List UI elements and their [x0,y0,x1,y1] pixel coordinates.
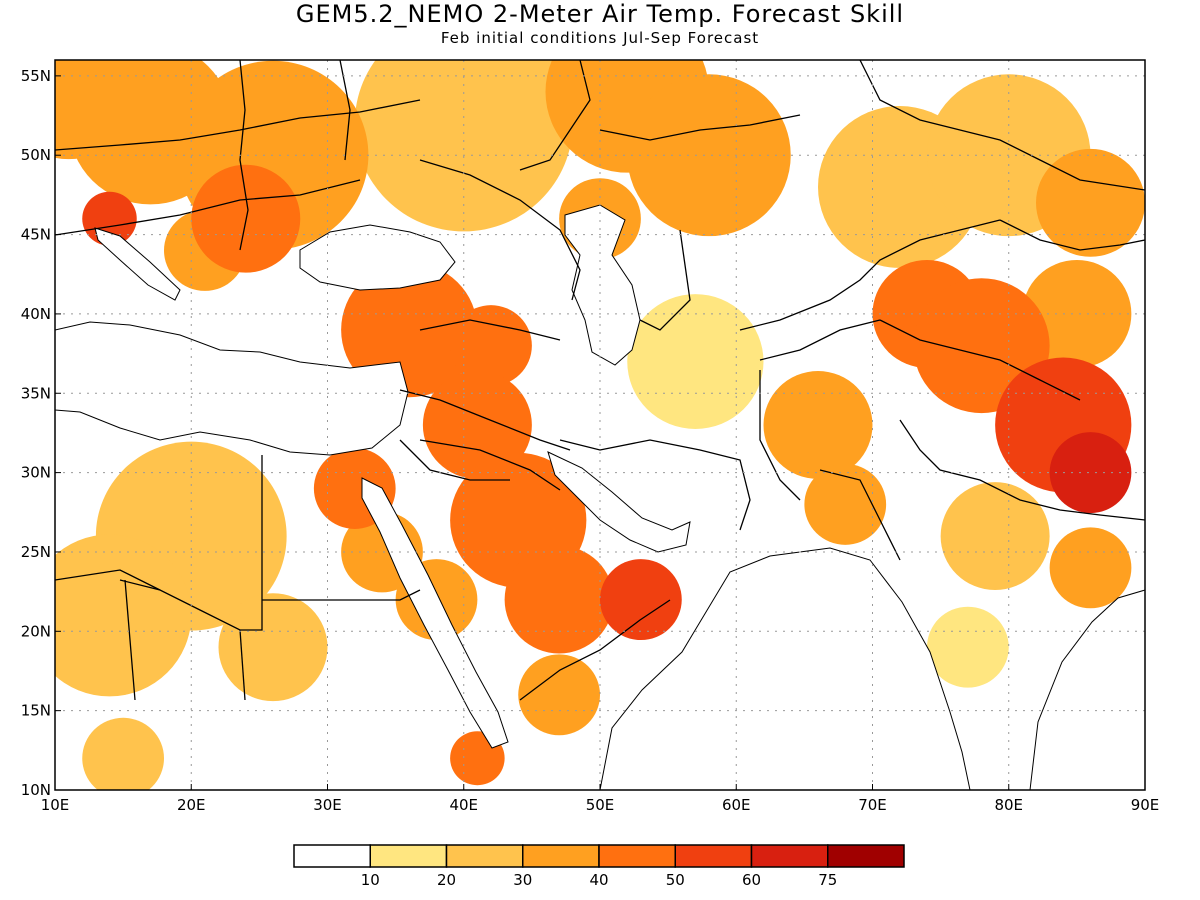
skill-region [600,559,682,641]
skill-region [341,262,478,398]
colorbar-swatch [827,844,905,868]
y-tick-label: 40N [21,305,51,323]
colorbar-swatch [293,844,371,868]
map-title: GEM5.2_NEMO 2-Meter Air Temp. Forecast S… [295,0,905,28]
arabian-sea [599,547,971,790]
x-tick-label: 90E [1131,796,1160,814]
skill-region [218,593,328,702]
caspian-sea [564,204,641,366]
skill-region [450,305,532,387]
colorbar-label: 20 [437,871,456,889]
skill-region [627,74,791,237]
colorbar-label: 75 [818,871,837,889]
skill-region [504,545,614,654]
axis-ticks: 10E 20E 30E 40E 50E 60E 70E 80E 90E 10N 15N 20N 25N 3… [21,67,1160,814]
x-tick-label: 50E [586,796,615,814]
x-tick-label: 10E [41,796,70,814]
red-sea [361,477,509,749]
skill-region [354,60,573,232]
colorbar: 10 20 30 40 50 60 75 [293,844,905,889]
y-tick-label: 35N [21,384,51,402]
skill-region [1049,432,1132,514]
skill-region [763,371,873,479]
skill-region [940,482,1050,591]
skill-shading [55,60,1145,790]
mediterranean-sea [55,321,409,456]
skill-region [1022,259,1132,368]
skill-region [804,463,887,545]
x-tick-label: 70E [858,796,887,814]
y-tick-label: 25N [21,543,51,561]
colorbar-swatch [674,844,753,868]
colorbar-label: 60 [742,871,761,889]
colorbar-label: 40 [589,871,608,889]
skill-region [1049,527,1132,609]
adriatic-sea [94,227,181,301]
y-tick-label: 30N [21,464,51,482]
y-tick-label: 45N [21,226,51,244]
colorbar-swatch [750,844,829,868]
y-tick-label: 15N [21,702,51,720]
y-tick-label: 20N [21,622,51,640]
sea-masks [55,204,1145,790]
x-tick-label: 30E [313,796,342,814]
skill-region [1036,148,1145,257]
persian-gulf [547,451,691,553]
colorbar-label: 10 [361,871,380,889]
colorbar-swatch [598,844,676,868]
y-tick-label: 10N [21,781,51,799]
x-tick-label: 20E [177,796,206,814]
colorbar-swatch [522,844,600,868]
country-borders [55,60,1145,701]
map-subtitle: Feb initial conditions Jul-Sep Forecast [440,29,760,47]
skill-region [518,654,600,736]
black-sea [299,224,456,291]
x-tick-label: 60E [722,796,751,814]
x-tick-label: 80E [994,796,1023,814]
colorbar-label: 30 [513,871,532,889]
y-tick-label: 55N [21,67,51,85]
y-tick-label: 50N [21,146,51,164]
lat-lon-grid [55,60,1145,790]
colorbar-swatch [445,844,524,868]
bay-of-bengal [1029,589,1145,790]
skill-region [927,606,1009,688]
skill-region [55,534,192,697]
x-tick-label: 40E [449,796,478,814]
colorbar-swatch [369,844,448,868]
colorbar-label: 50 [666,871,685,889]
skill-region [82,717,164,790]
skill-region [422,371,532,479]
